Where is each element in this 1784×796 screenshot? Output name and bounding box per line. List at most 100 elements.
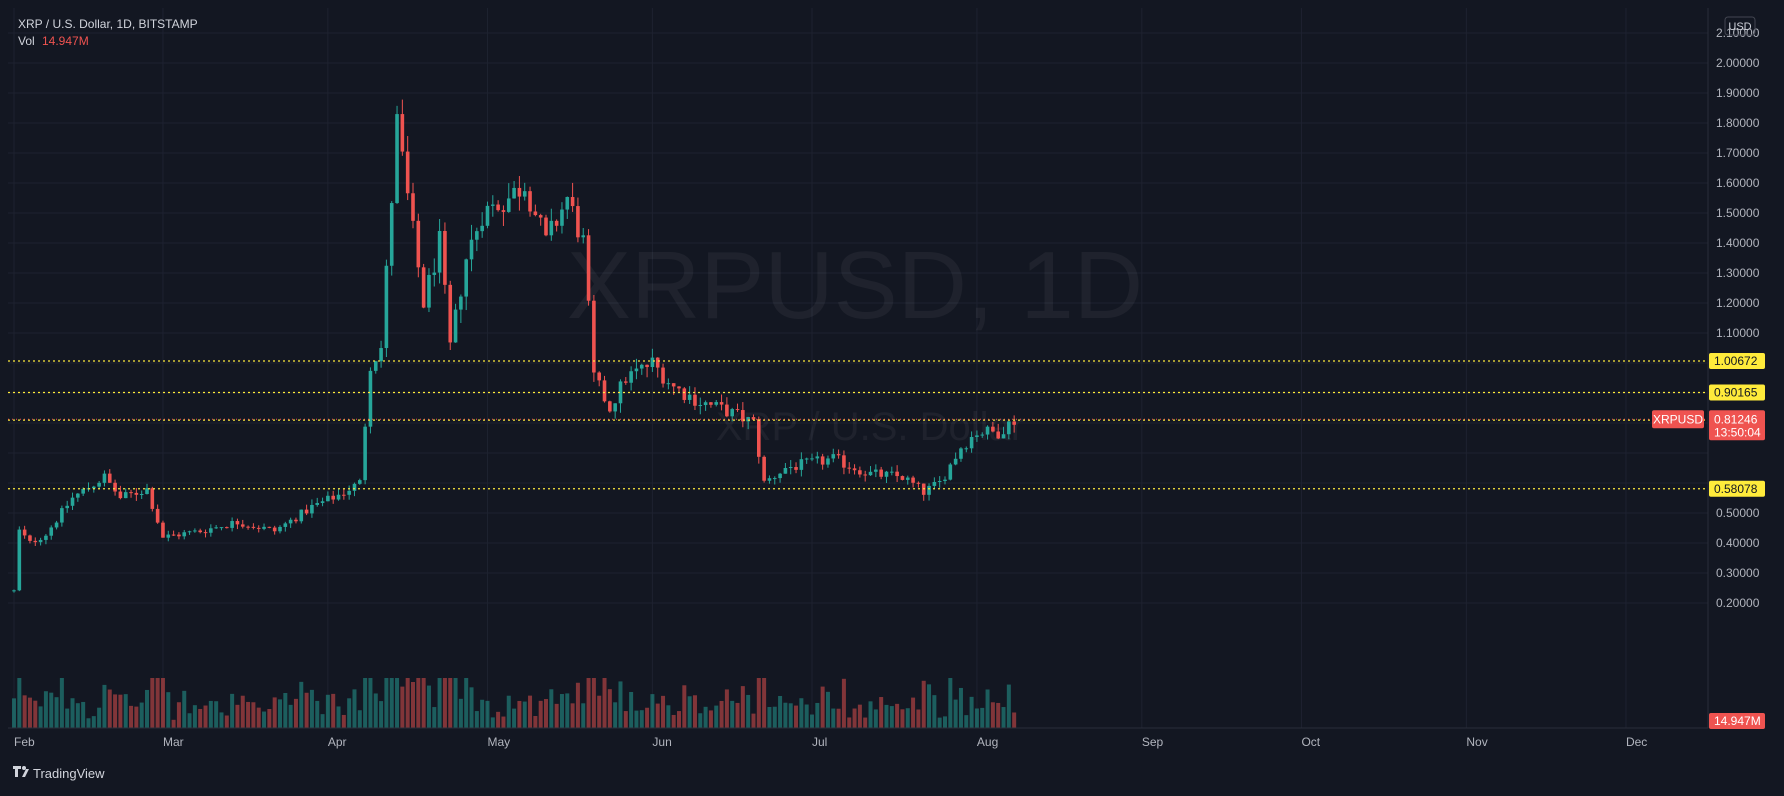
candle-body [815,456,820,459]
candle-body [342,494,346,496]
candle-body [757,419,761,457]
volume-bar [581,703,586,728]
volume-bar [943,716,947,728]
volume-bar [895,703,900,728]
y-tick-label: 0.20000 [1716,596,1760,610]
candle-body [900,476,905,480]
candle-body [1012,421,1016,425]
volume-bar [767,707,772,728]
volume-bar [884,704,889,728]
candle-body [256,527,261,529]
candle-body [304,509,309,514]
candle-body [326,495,330,502]
candle-body [565,197,570,210]
volume-bar [150,678,155,728]
x-tick-label: Dec [1626,735,1647,749]
volume-bar [740,686,745,728]
volume-bar [464,678,469,728]
y-tick-label: 0.50000 [1716,506,1760,520]
volume-bar [341,714,346,728]
candle-body [533,211,538,216]
candle-body [980,434,985,436]
x-tick-label: Oct [1301,735,1320,749]
tradingview-wordmark: TradingView [33,766,105,781]
candle-body [842,455,846,468]
y-tick-label: 0.40000 [1716,536,1760,550]
candle-body [453,309,458,343]
candle-body [831,454,836,459]
volume-bar [267,708,272,728]
candle-body [820,456,825,465]
candle-body [437,230,442,273]
candle-body [54,522,59,528]
volume-bar [12,698,16,728]
candle-body [932,482,937,486]
candle-body [107,473,112,483]
candle-body [937,481,942,483]
candle-body [916,482,921,484]
x-tick-label: Apr [328,735,347,749]
candle-body [363,426,367,481]
volume-bar [208,700,213,728]
volume-bar [373,693,378,728]
candle-body [443,230,447,285]
volume-bar [980,707,985,728]
volume-bar [735,702,740,728]
candle-body [246,526,250,528]
candle-body [411,193,415,221]
x-tick-label: Aug [977,735,998,749]
time-axis[interactable]: Feb Mar Apr May Jun Jul Aug Sep Oct Nov Dec [14,735,1647,749]
candle-body [671,383,676,387]
volume-bar [182,690,187,728]
volume-bar [964,715,969,728]
candle-body [581,235,586,238]
candle-body [373,361,378,371]
candle-body [868,471,873,476]
candle-body [1001,434,1006,439]
level-label: 0.58078 [1714,482,1758,496]
volume-bar [528,695,533,728]
candle-body [145,488,149,494]
volume-bar [474,711,479,728]
candle-body [70,497,75,506]
volume-bar [325,694,330,728]
volume-bar [889,706,894,728]
candle-body [863,474,867,476]
candle-body [299,509,304,522]
volume-bar [687,696,692,728]
volume-bar [192,705,197,728]
currency-button[interactable]: USD [1724,16,1756,36]
volume-bar [746,694,751,728]
candle-body [166,534,171,538]
y-tick-label: 1.50000 [1716,206,1760,220]
currency-button-label: USD [1728,21,1751,33]
candle-body [432,272,437,275]
volume-bar [214,701,219,728]
candle-body [905,477,910,480]
volume-bar [661,695,666,728]
legend-title: XRP / U.S. Dollar, 1D, BITSTAMP [18,17,198,31]
candle-body [618,381,623,404]
candle-body [799,459,804,470]
volume-bar [666,705,671,728]
candle-body [33,540,38,543]
volume-bar [565,693,570,728]
volume-bar [645,707,650,728]
horizontal-levels[interactable] [8,360,1708,490]
price-axis[interactable]: 0.20000 0.30000 0.40000 0.50000 1.10000 1.200… [1716,26,1760,610]
volume-bar [283,692,288,728]
volume-bar [623,711,628,728]
tradingview-logo[interactable]: TradingView [13,766,105,781]
volume-bar [937,717,942,728]
y-tick-label: 1.90000 [1716,86,1760,100]
current-price-tag-bg [1709,410,1765,441]
volume-bar [118,694,123,728]
volume-bar [262,711,267,728]
level-label: 0.90165 [1714,386,1758,400]
candle-body [639,364,644,369]
watermark-symbol: XRPUSD, 1D [567,232,1143,339]
candle-body [953,458,958,465]
candle-body [677,386,681,389]
